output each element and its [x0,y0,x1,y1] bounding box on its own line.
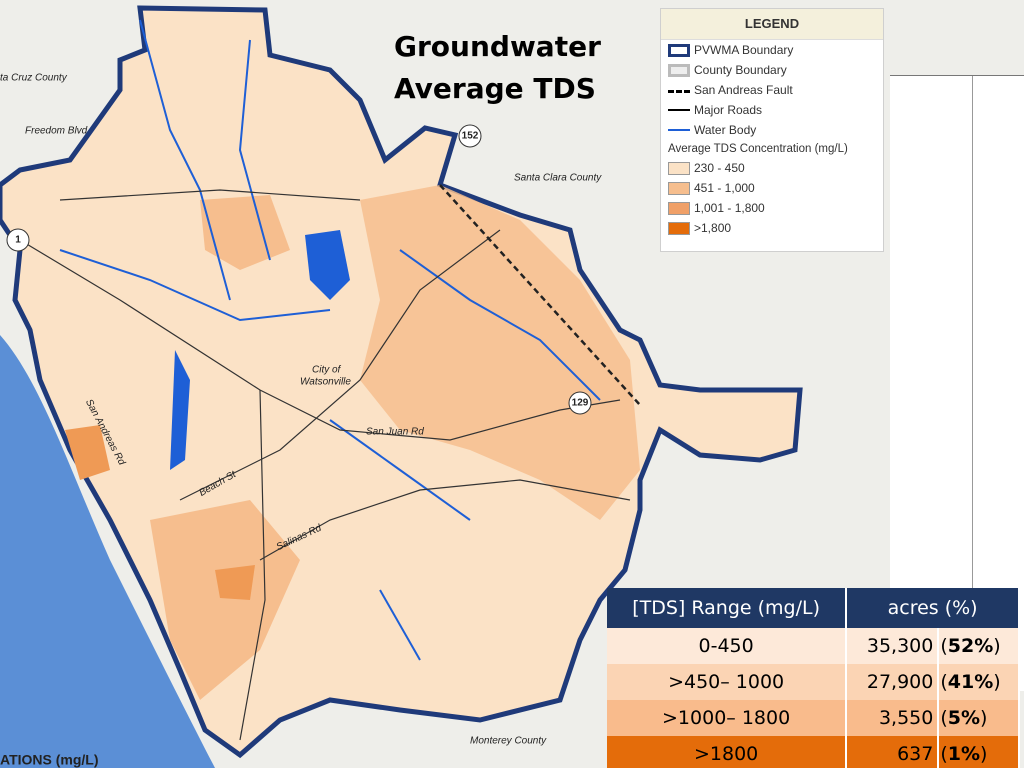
legend-label: Major Roads [694,103,763,117]
legend-label: Water Body [694,123,757,137]
legend-item: 1,001 - 1,800 [661,198,883,218]
header-cell: acres (%) [846,588,1020,628]
legend-classes: 230 - 450 451 - 1,000 1,001 - 1,800 >1,800 [661,158,883,238]
legend-label: 451 - 1,000 [694,181,755,195]
percent-cell: 5% [938,700,1020,736]
legend-label: County Boundary [694,63,787,77]
tds-zone [150,500,300,700]
table-header: [TDS] Range (mg/L) acres (%) [607,588,1020,628]
highway-shields [6,124,592,415]
percent-cell: 41% [938,664,1020,700]
legend-symbol [668,129,690,131]
legend-symbol [668,43,690,57]
legend-item: >1,800 [661,218,883,238]
legend-swatch [668,201,690,215]
water-bodies [59,19,601,661]
water-body [170,350,190,470]
place-label: Watsonville [300,377,351,388]
header-cell: [TDS] Range (mg/L) [607,588,848,628]
place-label: ta Cruz County [0,73,68,84]
range-cell: 0-450 [607,628,848,664]
legend-item: 230 - 450 [661,158,883,178]
legend-swatch [668,181,690,195]
water-body [305,230,350,300]
legend-label: 1,001 - 1,800 [694,201,765,215]
legend-item: 451 - 1,000 [661,178,883,198]
legend-label: San Andreas Fault [694,83,793,97]
highway-label: 1 [15,235,21,246]
legend-swatch [668,161,690,175]
legend-swatch [668,221,690,235]
title-line: Groundwater [394,30,601,63]
legend-item: Major Roads [661,100,883,120]
legend-item: PVWMA Boundary [661,40,883,60]
tds-table: [TDS] Range (mg/L) acres (%) 0-450 35,300… [607,588,1020,768]
road-label: San Juan Rd [366,427,424,438]
legend-label: PVWMA Boundary [694,43,794,57]
highway-label: 152 [462,131,479,142]
range-cell: >1000– 1800 [607,700,848,736]
acres-cell: 637 [846,736,940,768]
legend-items: PVWMA Boundary County Boundary San Andreas… [661,40,883,140]
title-line: Average TDS [394,72,596,105]
acres-cell: 35,300 [846,628,940,664]
footer-label: ATIONS (mg/L) [0,752,99,768]
road-label: Freedom Blvd [25,126,88,137]
percent-cell: 1% [938,736,1020,768]
legend-label: >1,800 [694,221,732,235]
title: Groundwater Average TDS [394,26,601,110]
highway-label: 129 [572,398,589,409]
legend-item: San Andreas Fault [661,80,883,100]
acres-cell: 27,900 [846,664,940,700]
legend-heading: LEGEND [661,9,883,40]
place-label: Santa Clara County [514,173,602,184]
major-roads [19,189,631,741]
divider [972,76,973,691]
tds-zone [215,565,255,600]
legend-symbol [668,89,690,93]
legend-symbol [668,63,690,77]
legend-label: 230 - 450 [694,161,745,175]
range-cell: >450– 1000 [607,664,848,700]
ocean [0,335,215,768]
acres-cell: 3,550 [846,700,940,736]
tds-zone [360,185,640,520]
legend-item: County Boundary [661,60,883,80]
table-row: >18006371% [607,736,1020,768]
place-label: City of [312,365,342,376]
tds-zone [65,425,110,480]
range-cell: >1800 [607,736,848,768]
legend: LEGEND PVWMA Boundary County Boundary San … [660,8,884,252]
legend-symbol [668,109,690,111]
legend-item: Water Body [661,120,883,140]
legend-subheading: Average TDS Concentration (mg/L) [668,143,848,155]
place-label: Monterey County [470,736,547,747]
percent-cell: 52% [938,628,1020,664]
